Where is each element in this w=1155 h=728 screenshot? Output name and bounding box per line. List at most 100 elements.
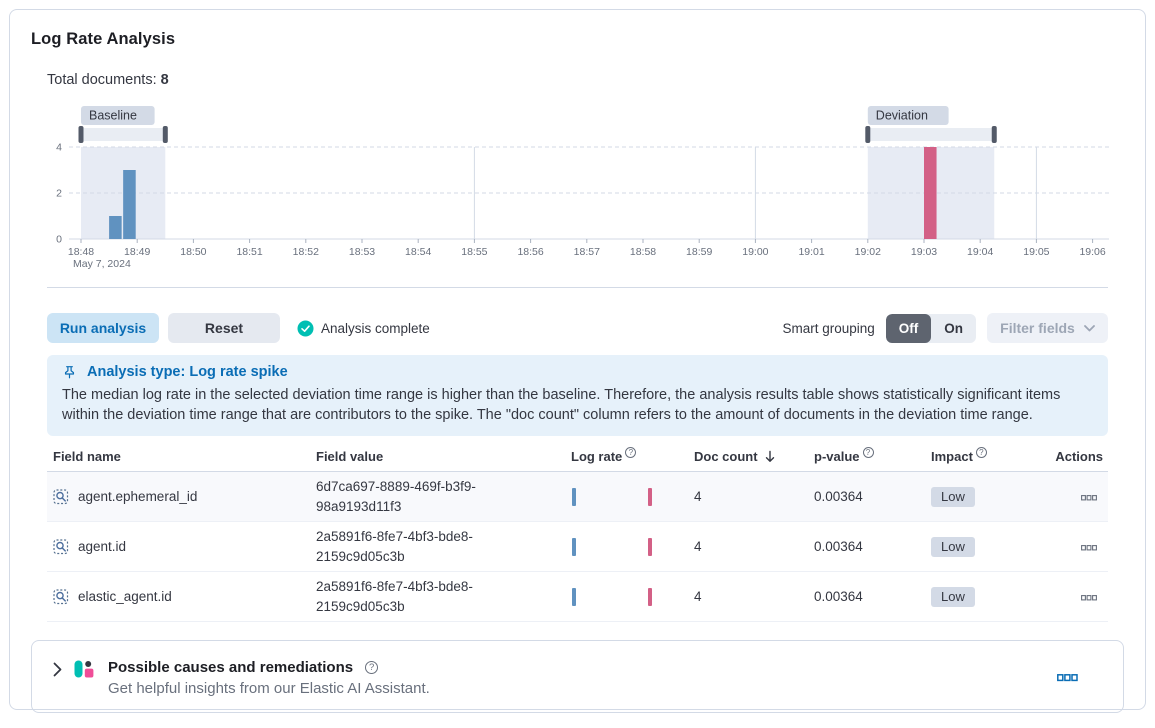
impact-badge: Low	[931, 486, 975, 507]
chevron-down-icon	[1083, 324, 1095, 332]
deviation-brush-right-handle[interactable]	[991, 126, 997, 143]
filter-fields-button[interactable]: Filter fields	[987, 313, 1108, 343]
baseline-mini-bar	[572, 587, 576, 606]
pin-icon	[62, 365, 77, 380]
row-actions-button[interactable]	[1078, 492, 1100, 504]
check-circle-icon	[297, 320, 314, 337]
status-text: Analysis complete	[321, 320, 430, 336]
x-axis-label: 18:48	[68, 246, 94, 258]
panel-actions-button[interactable]	[1057, 674, 1078, 682]
table-body: agent.ephemeral_id 6d7ca697-8889-469f-b3…	[47, 472, 1108, 623]
baseline-bar	[109, 216, 122, 239]
impact-badge: Low	[931, 536, 975, 557]
run-analysis-button[interactable]: Run analysis	[47, 313, 159, 343]
col-header-p-value[interactable]: p-value	[808, 447, 925, 464]
p-value: 0.00364	[814, 589, 863, 605]
elastic-ai-assistant-icon	[74, 659, 94, 679]
x-axis-label: 18:59	[686, 246, 712, 258]
help-icon	[625, 447, 637, 458]
field-value: 6d7ca697-8889-469f-b3f9-98a9193d11f3	[316, 479, 476, 514]
col-header-field-name[interactable]: Field name	[53, 449, 121, 464]
total-documents: Total documents: 8	[47, 72, 1124, 88]
help-icon[interactable]	[365, 661, 379, 675]
x-axis-label: 18:58	[630, 246, 656, 258]
x-axis-label: 19:01	[798, 246, 824, 258]
reset-button[interactable]: Reset	[168, 313, 280, 343]
baseline-badge-label: Baseline	[89, 109, 137, 123]
filter-for-value-icon[interactable]	[53, 589, 69, 605]
baseline-brush-right-handle[interactable]	[162, 126, 168, 143]
field-value: 2a5891f6-8fe7-4bf3-bde8-2159c9d05c3b	[316, 579, 473, 614]
smart-grouping-on-button[interactable]: On	[944, 320, 963, 336]
log-rate-analysis-panel: Log Rate Analysis Total documents: 8 Bas…	[9, 9, 1146, 714]
x-axis-label: 18:51	[236, 246, 262, 258]
x-axis-label: 19:03	[911, 246, 937, 258]
field-value: 2a5891f6-8fe7-4bf3-bde8-2159c9d05c3b	[316, 529, 473, 564]
log-rate-mini-chart	[571, 537, 659, 557]
col-header-field-value[interactable]: Field value	[316, 449, 384, 464]
doc-count: 4	[694, 489, 702, 505]
controls-row: Run analysis Reset Analysis complete Sma…	[47, 313, 1108, 343]
smart-grouping-off-button[interactable]: Off	[885, 313, 932, 343]
deviation-badge-label: Deviation	[876, 109, 928, 123]
x-axis-label: 18:55	[461, 246, 487, 258]
doc-count: 4	[694, 589, 702, 605]
possible-causes-panel: Possible causes and remediations Get hel…	[31, 640, 1124, 714]
log-rate-mini-chart	[571, 487, 659, 507]
x-axis-label: 19:04	[967, 246, 993, 258]
help-icon	[975, 447, 987, 458]
col-header-doc-count[interactable]: Doc count	[688, 449, 808, 464]
x-axis-label: 19:05	[1023, 246, 1049, 258]
x-axis-label: 18:57	[574, 246, 600, 258]
chevron-right-icon[interactable]	[53, 662, 62, 677]
baseline-mini-bar	[572, 487, 576, 506]
deviation-mini-bar	[648, 537, 652, 556]
x-axis-label: 18:49	[124, 246, 150, 258]
filter-for-value-icon[interactable]	[53, 488, 69, 505]
col-header-impact[interactable]: Impact	[925, 447, 1045, 464]
sort-desc-icon	[764, 450, 776, 463]
x-axis-label: 19:00	[742, 246, 768, 258]
field-name: agent.id	[78, 539, 127, 555]
deviation-badge	[867, 106, 949, 125]
callout-body: The median log rate in the selected devi…	[62, 387, 1061, 423]
deviation-bar	[924, 147, 937, 239]
deviation-brush[interactable]	[867, 128, 995, 141]
table-row: elastic_agent.id 2a5891f6-8fe7-4bf3-bde8…	[47, 572, 1108, 623]
document-count-chart-svg: Baseline Deviation 18:48 18:49 18:50 18:51 18:…	[56, 106, 1109, 270]
y-axis-label: 2	[56, 188, 62, 200]
x-axis-label: 18:56	[517, 246, 543, 258]
field-name: agent.ephemeral_id	[78, 489, 198, 505]
filter-fields-label: Filter fields	[1000, 320, 1075, 336]
total-documents-label: Total documents:	[47, 72, 157, 88]
baseline-brush[interactable]	[81, 128, 166, 141]
x-axis-label: 18:54	[405, 246, 431, 258]
x-axis-label: 18:50	[180, 246, 206, 258]
deviation-brush-left-handle[interactable]	[865, 126, 871, 143]
smart-grouping-toggle: Off On	[885, 313, 976, 343]
filter-for-value-icon[interactable]	[53, 539, 69, 555]
document-count-chart: Baseline Deviation 18:48 18:49 18:50 18:51 18:…	[31, 99, 1124, 271]
baseline-mini-bar	[572, 537, 576, 556]
possible-causes-subtitle: Get helpful insights from our Elastic AI…	[108, 680, 430, 698]
callout-title: Analysis type: Log rate spike	[87, 364, 288, 380]
baseline-bar	[123, 170, 136, 239]
table-row: agent.id 2a5891f6-8fe7-4bf3-bde8-2159c9d…	[47, 522, 1108, 573]
table-header-row: Field name Field value Log rate Doc coun…	[47, 447, 1108, 472]
section-divider	[47, 287, 1108, 288]
deviation-mini-bar	[648, 587, 652, 606]
page-title: Log Rate Analysis	[31, 30, 176, 48]
baseline-brush-left-handle[interactable]	[78, 126, 84, 143]
analysis-type-callout: Analysis type: Log rate spike The median…	[47, 355, 1108, 436]
deviation-mini-bar	[648, 487, 652, 506]
row-actions-button[interactable]	[1078, 542, 1100, 554]
row-actions-button[interactable]	[1078, 592, 1100, 604]
y-axis-label: 0	[56, 234, 62, 246]
col-header-log-rate[interactable]: Log rate	[565, 447, 688, 464]
doc-count: 4	[694, 539, 702, 555]
field-name: elastic_agent.id	[78, 589, 172, 605]
x-axis-label: 19:06	[1079, 246, 1105, 258]
baseline-badge	[81, 106, 155, 125]
possible-causes-title: Possible causes and remediations	[108, 659, 354, 677]
table-row: agent.ephemeral_id 6d7ca697-8889-469f-b3…	[47, 472, 1108, 523]
